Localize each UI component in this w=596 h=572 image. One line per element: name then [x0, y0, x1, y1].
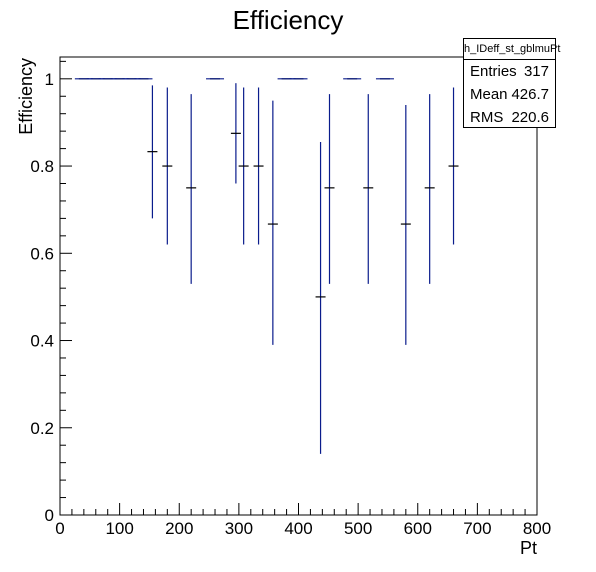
stats-row-rms: RMS 220.6 — [464, 106, 555, 129]
stats-value: 220.6 — [511, 109, 549, 126]
y-tick-label: 1 — [45, 70, 54, 89]
stats-value: 317 — [523, 63, 549, 80]
y-axis-label: Efficiency — [16, 58, 36, 135]
stats-value: 426.7 — [511, 86, 549, 103]
x-axis-label: Pt — [520, 538, 537, 558]
x-tick-label: 700 — [463, 519, 491, 538]
data-point — [186, 94, 197, 284]
data-point — [448, 87, 459, 245]
stats-label: Mean — [470, 86, 508, 103]
x-tick-label: 600 — [404, 519, 432, 538]
y-tick-label: 0 — [45, 506, 54, 525]
x-tick-label: 200 — [165, 519, 193, 538]
chart-title: Efficiency — [233, 5, 344, 35]
x-tick-label: 400 — [284, 519, 312, 538]
data-marks — [74, 78, 459, 454]
data-point — [363, 94, 374, 284]
stats-row-mean: Mean 426.7 — [464, 83, 555, 106]
stats-row-entries: Entries 317 — [464, 60, 555, 83]
x-tick-label: 800 — [523, 519, 551, 538]
data-point — [315, 142, 326, 454]
stats-box: h_IDeff_st_gblmuPt Entries 317 Mean 426.… — [463, 38, 560, 129]
data-point — [162, 87, 173, 245]
data-point — [238, 87, 249, 245]
x-tick-label: 300 — [225, 519, 253, 538]
x-tick-label: 500 — [344, 519, 372, 538]
y-tick-label: 0.4 — [30, 332, 54, 351]
data-point — [147, 85, 158, 219]
data-point — [230, 83, 241, 184]
data-point — [253, 87, 264, 245]
data-point — [324, 94, 335, 284]
y-tick-label: 0.8 — [30, 157, 54, 176]
y-tick-label: 0.6 — [30, 244, 54, 263]
stats-label: Entries — [470, 63, 517, 80]
x-tick-label: 0 — [55, 519, 64, 538]
data-point — [424, 94, 435, 284]
stats-histogram-name: h_IDeff_st_gblmuPt — [464, 39, 560, 60]
stats-label: RMS — [470, 109, 504, 126]
data-point — [267, 100, 278, 345]
x-tick-label: 100 — [105, 519, 133, 538]
axes: 0 100 200 300 400 500 600 700 800 0 0.2 0.4 0.6 0.8 1 — [30, 60, 551, 538]
data-point — [400, 104, 411, 345]
y-tick-label: 0.2 — [30, 419, 54, 438]
